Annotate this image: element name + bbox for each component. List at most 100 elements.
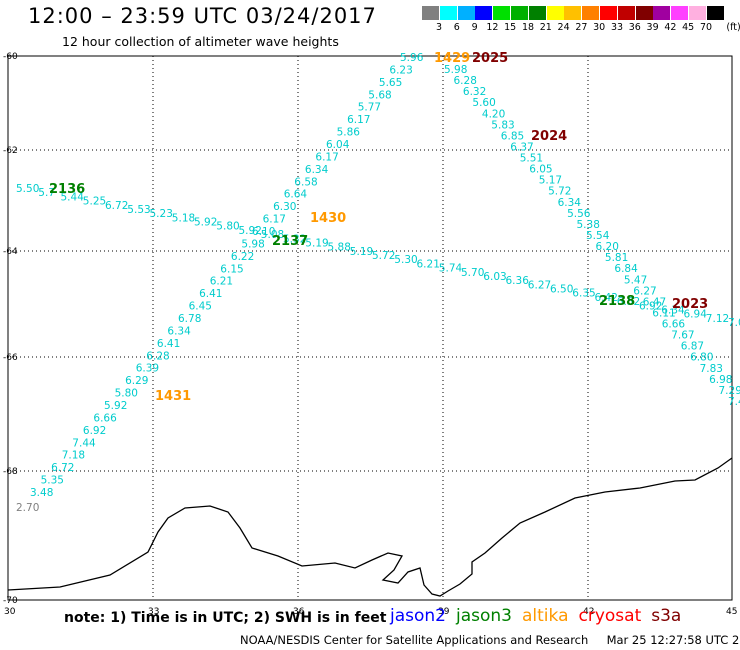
scale-label: 42 bbox=[664, 22, 677, 33]
descending-track-value: 6.37 bbox=[510, 142, 533, 154]
longitude-tick: 42 bbox=[583, 607, 594, 617]
longitude-tick: 45 bbox=[726, 607, 737, 617]
ascending-track-value: 6.28 bbox=[146, 350, 169, 362]
ascending-track-value: 6.45 bbox=[189, 301, 212, 313]
ascending-track-value: 6.39 bbox=[136, 363, 159, 375]
scale-label: 3 bbox=[435, 22, 443, 33]
ascending-track-value: 5.80 bbox=[115, 388, 138, 400]
crossing-track-value: 5.92 bbox=[239, 225, 262, 237]
ascending-track-value: 6.64 bbox=[284, 189, 308, 201]
crossing-track-value: 5.25 bbox=[83, 196, 106, 208]
longitude-tick: 36 bbox=[293, 607, 305, 617]
scale-swatch bbox=[457, 6, 475, 20]
crossing-track-value: 7.12 bbox=[706, 313, 729, 325]
scale-label: 45 bbox=[682, 22, 695, 33]
ascending-track-value: 6.58 bbox=[294, 176, 317, 188]
crossing-track-value: 5.92 bbox=[194, 217, 217, 229]
crossing-track-value: 6.50 bbox=[550, 284, 573, 296]
crossing-track-value: 5.7 bbox=[38, 187, 55, 199]
crossing-track-value: 6.27 bbox=[528, 279, 551, 291]
ascending-track-value: 6.30 bbox=[273, 201, 296, 213]
crossing-track-value: 6.36 bbox=[506, 275, 530, 287]
scale-label: 12 bbox=[486, 22, 499, 33]
satellite-legend-item: cryosat bbox=[578, 606, 642, 626]
cycle-number-label: 1429 bbox=[434, 51, 470, 66]
credit-text: NOAA/NESDIS Center for Satellite Applica… bbox=[240, 633, 589, 647]
scale-swatch bbox=[600, 6, 617, 20]
cycle-number-label: 1430 bbox=[310, 211, 346, 226]
crossing-track-value: 6.92 bbox=[639, 300, 662, 312]
scale-swatch bbox=[653, 6, 671, 20]
scale-swatch bbox=[706, 6, 724, 20]
crossing-track-value: 6.03 bbox=[483, 271, 506, 283]
scale-label: 15 bbox=[504, 22, 517, 33]
descending-track-value: 7.29 bbox=[719, 385, 740, 397]
scale-label: 21 bbox=[539, 22, 552, 33]
crossing-track-value: 6.42 bbox=[595, 292, 618, 304]
cycle-number-label: 2024 bbox=[531, 129, 567, 144]
satellite-legend-item: jason3 bbox=[456, 606, 512, 626]
scale-label: 33 bbox=[610, 22, 624, 33]
map-title: 12:00 – 23:59 UTC 03/24/2017 bbox=[28, 4, 377, 28]
scale-label: 24 bbox=[557, 22, 570, 33]
descending-track-value: 6.28 bbox=[454, 75, 477, 87]
isolated-track-value: 2.70 bbox=[16, 502, 39, 514]
cycle-number-label: 2025 bbox=[472, 51, 508, 66]
ascending-track-value: 6.66 bbox=[93, 412, 117, 424]
lat-lon-grid bbox=[8, 56, 732, 600]
units-note: note: 1) Time is in UTC; 2) SWH is in fe… bbox=[64, 610, 387, 626]
scale-swatch bbox=[439, 6, 457, 20]
latitude-tick: -68 bbox=[3, 467, 18, 477]
crossing-track-value: 5.80 bbox=[216, 221, 239, 233]
ascending-track-value: 6.17 bbox=[263, 214, 286, 226]
cycle-number-label: 2023 bbox=[672, 297, 708, 312]
satellite-legend: jason2 jason3 altika cryosat s3a bbox=[390, 606, 691, 626]
scale-swatch bbox=[582, 6, 600, 20]
crossing-track-value: 5.53 bbox=[127, 204, 150, 216]
latitude-tick: -70 bbox=[3, 596, 18, 606]
descending-track-value: 6.87 bbox=[681, 341, 704, 353]
descending-track-value: 6.32 bbox=[463, 86, 486, 98]
timestamp-text: Mar 25 12:27:58 UTC 2017 bbox=[606, 633, 740, 647]
scale-swatch bbox=[528, 6, 546, 20]
descending-track-value: 6.34 bbox=[558, 197, 582, 209]
ascending-track-value: 5.77 bbox=[358, 102, 381, 114]
crossing-track-value: 6.94 bbox=[684, 309, 708, 321]
scale-label: 70 bbox=[699, 22, 713, 33]
descending-track-value: 7.83 bbox=[700, 363, 723, 375]
crossing-track-value: 5.23 bbox=[150, 208, 173, 220]
ascending-track-value: 6.72 bbox=[51, 462, 74, 474]
ascending-track-value: 6.41 bbox=[199, 288, 222, 300]
scale-swatch bbox=[546, 6, 564, 20]
crossing-track-value: 7.0 bbox=[728, 317, 740, 329]
ascending-track-value: 7.44 bbox=[72, 437, 96, 449]
credit-line: NOAA/NESDIS Center for Satellite Applica… bbox=[240, 633, 740, 647]
descending-track-value: 5.38 bbox=[577, 219, 600, 231]
crossing-track-value: 6.21 bbox=[417, 258, 440, 270]
ascending-track-value: 5.65 bbox=[379, 77, 402, 89]
descending-track-value: 6.20 bbox=[596, 241, 619, 253]
descending-track-value: 6.47 bbox=[643, 296, 666, 308]
satellite-legend-item: altika bbox=[522, 606, 569, 626]
descending-track-value: 7.4 bbox=[728, 396, 740, 408]
antarctic-coastline bbox=[7, 457, 733, 597]
scale-label: 36 bbox=[628, 22, 641, 33]
crossing-track-value: 5.74 bbox=[439, 263, 463, 275]
ascending-track-value: 6.22 bbox=[231, 251, 254, 263]
satellite-legend-item: s3a bbox=[651, 606, 682, 626]
descending-track-value: 6.05 bbox=[529, 164, 552, 176]
satellite-legend-item: jason2 bbox=[390, 606, 446, 626]
scale-swatch bbox=[689, 6, 706, 20]
map-subtitle: 12 hour collection of altimeter wave hei… bbox=[62, 34, 339, 49]
ascending-track-value: 6.29 bbox=[125, 375, 148, 387]
ascending-track-value: 5.35 bbox=[41, 475, 64, 487]
longitude-tick: 39 bbox=[438, 607, 450, 617]
ascending-track-value: 3.48 bbox=[30, 487, 53, 499]
scale-swatch bbox=[422, 6, 439, 20]
scale-label: 6 bbox=[453, 22, 460, 33]
cycle-number-label: 2137 bbox=[272, 234, 308, 249]
ascending-track-value: 6.34 bbox=[305, 164, 329, 176]
descending-track-value: 5.81 bbox=[605, 252, 628, 264]
descending-track-value: 5.54 bbox=[586, 230, 610, 242]
